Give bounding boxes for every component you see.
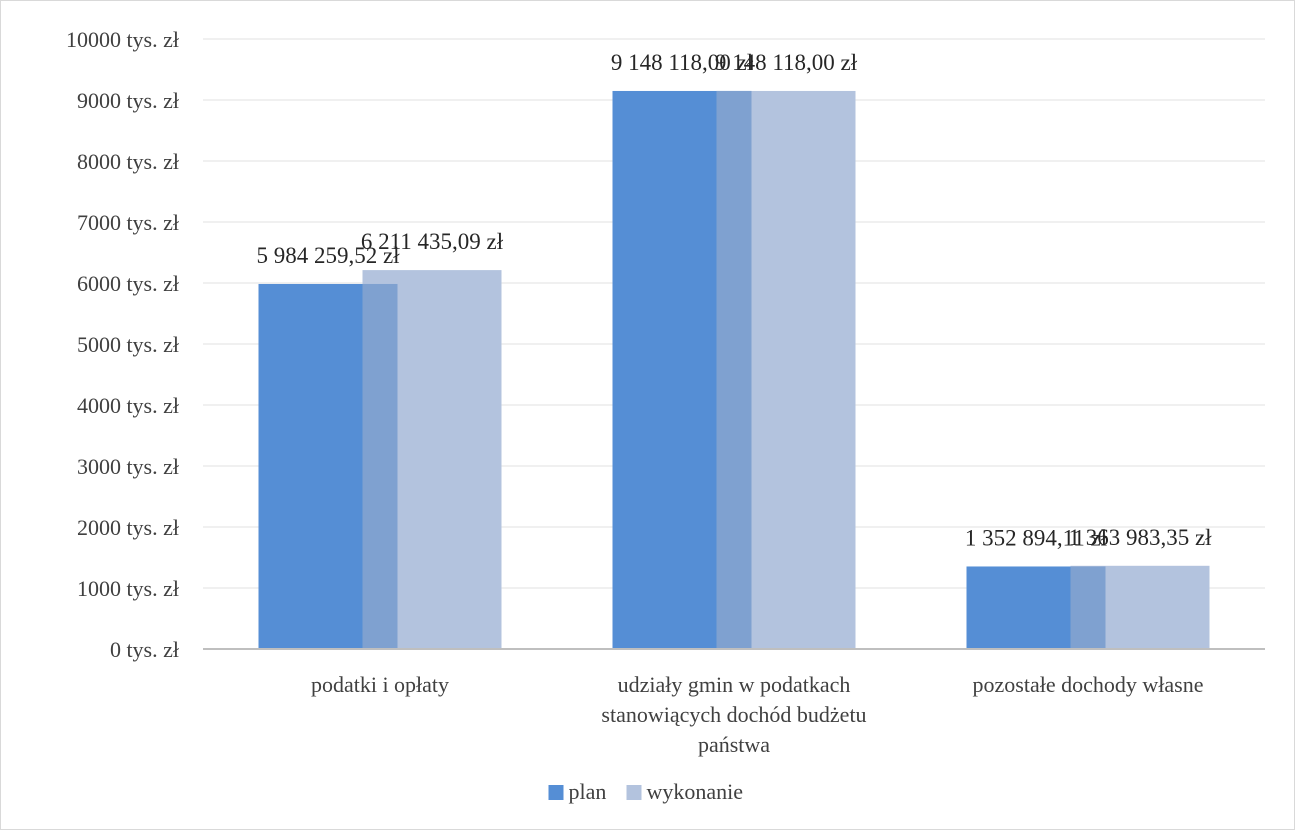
- data-label-wykonanie: 1 363 983,35 zł: [1068, 525, 1212, 550]
- legend-swatch-plan: [548, 785, 564, 800]
- data-label-plan: 5 984 259,52 zł: [256, 243, 400, 268]
- y-tick-label: 9000 tys. zł: [77, 88, 179, 113]
- legend-swatch-wykonanie: [626, 785, 642, 800]
- x-category-label: pozostałe dochody własne: [973, 672, 1204, 697]
- bar-overlap: [716, 90, 752, 650]
- y-tick-label: 4000 tys. zł: [77, 393, 179, 418]
- y-tick-label: 8000 tys. zł: [77, 149, 179, 174]
- data-label-plan: 9 148 118,00 zł: [611, 50, 754, 75]
- x-category-label: udziały gmin w podatkach: [618, 672, 851, 697]
- legend-label-plan: plan: [569, 779, 607, 804]
- y-axis: 0 tys. zł 1000 tys. zł 2000 tys. zł 3000 ty…: [66, 27, 179, 662]
- y-tick-label: 5000 tys. zł: [77, 332, 179, 357]
- x-category-label: państwa: [698, 732, 770, 757]
- data-label-plan: 1 352 894,11 zł: [965, 525, 1108, 550]
- y-tick-label: 0 tys. zł: [110, 637, 179, 662]
- y-tick-label: 10000 tys. zł: [66, 27, 179, 52]
- bar-overlap: [362, 283, 398, 649]
- legend-label-wykonanie: wykonanie: [647, 779, 744, 804]
- y-tick-label: 6000 tys. zł: [77, 271, 179, 296]
- data-labels: 5 984 259,52 zł6 211 435,09 zł 9 148 118,…: [256, 50, 1212, 551]
- y-tick-label: 3000 tys. zł: [77, 454, 179, 479]
- x-category-label: stanowiących dochód budżetu: [601, 702, 866, 727]
- x-axis: podatki i opłaty udziały gmin w podatkach…: [203, 648, 1265, 757]
- y-tick-label: 2000 tys. zł: [77, 515, 179, 540]
- x-category-label: podatki i opłaty: [311, 672, 449, 697]
- legend: plan wykonanie: [548, 779, 744, 804]
- bars: [258, 90, 1210, 650]
- bar-overlap: [1070, 566, 1106, 649]
- y-tick-label: 7000 tys. zł: [77, 210, 179, 235]
- y-tick-label: 1000 tys. zł: [77, 576, 179, 601]
- data-label-wykonanie: 9 148 118,00 zł: [715, 50, 858, 75]
- data-label-wykonanie: 6 211 435,09 zł: [361, 229, 504, 254]
